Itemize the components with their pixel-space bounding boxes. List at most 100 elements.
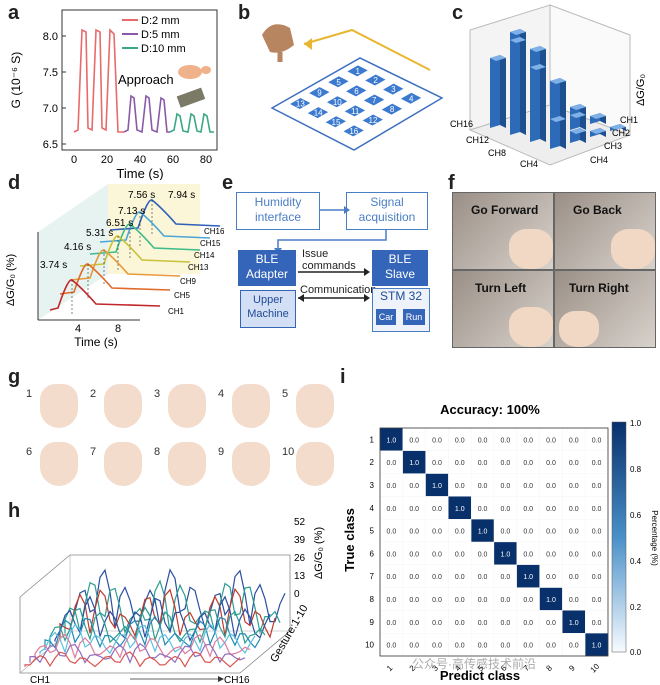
matrix-cell-value: 0.0 [592,437,602,444]
col-label: 5 [476,663,486,673]
matrix-cell-value: 0.0 [387,483,397,490]
panel-a-xtick: 40 [134,154,146,166]
matrix-cell-value: 1.0 [523,574,533,581]
panel-a-legend-10mm: D:10 mm [141,43,186,55]
panel-c-tick-left: CH16 [450,119,473,129]
sensor-cell-label: 7 [372,96,377,105]
hand-icon [611,229,655,269]
matrix-cell-value: 0.0 [387,506,397,513]
panel-letter-a: a [8,2,20,24]
panel-d-time: 6.51 s [106,218,133,229]
matrix-cell-value: 0.0 [592,529,602,536]
bar-3d-side [580,112,586,130]
sensor-cell [363,94,385,106]
bar-3d-top [490,55,506,61]
sensor-cell-label: 4 [409,94,414,103]
sensor-device-illustration [176,87,206,108]
colorbar-tick: 0.8 [630,465,642,474]
col-label: 10 [589,662,602,675]
panel-d-xtick: 4 [75,323,81,335]
bar-3d-top [590,128,606,134]
panel-d-time: 7.94 s [168,190,195,201]
matrix-cell-value: 0.0 [455,529,465,536]
panel-d-time: 3.74 s [40,260,67,271]
sensor-cell-label: 14 [314,109,323,118]
panel-d-xtick: 8 [115,323,121,335]
matrix-cell-value: 1.0 [387,437,397,444]
matrix-cell-value: 0.0 [455,597,465,604]
sensor-cell-label: 11 [351,107,360,116]
hand-icon [104,384,142,428]
matrix-cell-value: 0.0 [432,529,442,536]
panel-b-sensor-array: 13 9 5 1 14 10 6 2 15 11 7 3 16 12 8 4 [262,24,444,151]
panel-i-title: Accuracy: 100% [440,402,540,417]
matrix-cell-value: 0.0 [478,460,488,467]
matrix-cell-value: 0.0 [455,437,465,444]
gesture-4: 4 [218,382,274,430]
panel-d-time: 7.13 s [118,206,145,217]
panel-d-channel: CH1 [168,307,185,316]
matrix-cell-value: 0.0 [569,574,579,581]
gesture-label: 3 [154,388,161,400]
sensor-cell-label: 8 [390,105,395,114]
label-turn-left: Turn Left [475,281,527,295]
matrix-cell-value: 0.0 [501,437,511,444]
row-label: 6 [370,549,375,558]
panel-g-gestures: 1 2 3 4 5 6 7 8 9 10 [20,378,340,498]
matrix-cell-value: 0.0 [409,643,419,650]
matrix-cell-value: 0.0 [523,643,533,650]
hand-icon [559,311,599,347]
gesture-label: 1 [26,388,33,400]
bar-3d-top [570,112,586,118]
panel-a-ytick: 8.0 [43,31,58,43]
col-label: 4 [453,663,463,673]
colorbar-tick: 0.4 [630,557,642,566]
matrix-cell-value: 0.0 [546,460,556,467]
watermark: 公众号·高传感技术前沿 [412,656,536,671]
matrix-cell-value: 0.0 [592,551,602,558]
matrix-cell-value: 0.0 [501,643,511,650]
panel-a-ytick: 7.0 [43,103,58,115]
panel-e-arrows [274,206,387,302]
bar-3d-top [570,128,586,134]
communication-label: Communication [300,284,377,296]
panel-letter-b: b [238,2,251,24]
c-bars [490,29,626,149]
matrix-cell-value: 1.0 [501,551,511,558]
gesture-label: 4 [218,388,225,400]
panel-d-time: 4.16 s [64,242,91,253]
matrix-cell-value: 1.0 [409,460,419,467]
panel-d-channel: CH13 [188,263,209,272]
panel-d-ylabel: ΔG/G₀ (%) [5,254,17,306]
sensor-cell [400,92,422,104]
panel-a-annotation: Approach [118,72,174,87]
photo-go-forward: Go Forward [452,192,554,270]
matrix-cell-value: 0.0 [569,460,579,467]
matrix-cell-value: 0.0 [546,529,556,536]
matrix-cell-value: 0.0 [387,643,397,650]
stm32-box: STM 32 Car Run [372,288,430,332]
sensor-cell [309,87,330,99]
col-label: 7 [522,663,532,673]
panel-c-tick-left: CH8 [488,148,506,158]
panel-h-ztick: 13 [294,571,306,582]
sensor-cell [326,96,348,108]
colorbar-tick: 0.0 [630,648,642,657]
matrix-cell-value: 0.0 [455,643,465,650]
panel-h-ztick: 52 [294,517,306,528]
panel-i-xlabel: Predict class [440,668,520,683]
matrix-cell-value: 0.0 [387,597,397,604]
matrix-cell-value: 0.0 [546,643,556,650]
hand-icon [168,384,206,428]
row-label: 9 [370,618,375,627]
matrix-cell-value: 1.0 [546,597,556,604]
matrix-cell-value: 0.0 [501,483,511,490]
ble-adapter-box: BLE Adapter [238,250,296,286]
gesture-label: 9 [218,446,225,458]
col-label: 3 [430,663,440,673]
run-box: Run [403,309,425,325]
panel-d-channel: CH16 [204,227,225,236]
hand-icon [168,442,206,486]
panel-letter-f: f [448,172,455,194]
panel-i-ylabel: True class [342,508,357,572]
